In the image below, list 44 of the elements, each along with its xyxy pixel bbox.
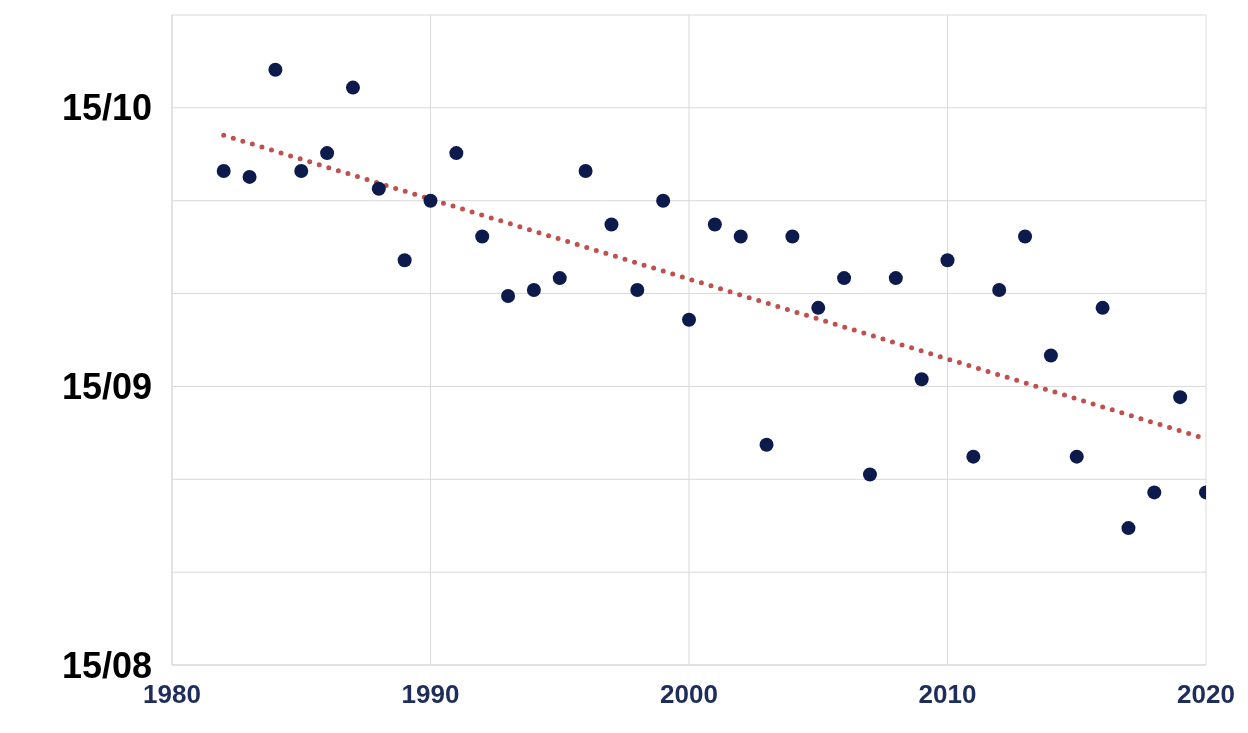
point [475, 229, 490, 244]
point [578, 163, 593, 178]
point [294, 163, 309, 178]
point [320, 146, 335, 161]
point [914, 372, 929, 387]
point [345, 80, 360, 95]
point [1043, 348, 1058, 363]
point [630, 283, 645, 297]
point [682, 312, 696, 327]
point [1147, 485, 1162, 500]
text: 15/09 [61, 365, 152, 407]
point [966, 449, 981, 464]
x-tick-label: 2000 [660, 679, 718, 710]
point [397, 253, 412, 268]
point [604, 217, 619, 232]
point [759, 437, 774, 452]
point [1095, 300, 1110, 315]
point [940, 253, 955, 268]
point [501, 288, 516, 303]
point [526, 283, 541, 297]
point [656, 193, 671, 208]
point [862, 467, 877, 482]
x-tick-label: 1990 [401, 679, 460, 710]
point [423, 193, 438, 208]
point [242, 169, 257, 184]
point [785, 229, 800, 244]
point [888, 271, 903, 286]
point [811, 300, 826, 315]
point [1069, 449, 1084, 464]
point [1121, 521, 1136, 536]
x-tick-label: 2020 [1177, 679, 1235, 710]
x-tick-label: 2010 [918, 679, 977, 710]
point [1173, 390, 1188, 405]
point [449, 146, 464, 161]
point [992, 283, 1007, 297]
point [837, 271, 852, 286]
text: 15/10 [61, 87, 152, 129]
point [552, 271, 567, 286]
point [268, 62, 283, 77]
point [1018, 229, 1033, 244]
point [371, 181, 386, 196]
point [216, 163, 231, 178]
point [707, 217, 722, 232]
point [733, 229, 748, 244]
